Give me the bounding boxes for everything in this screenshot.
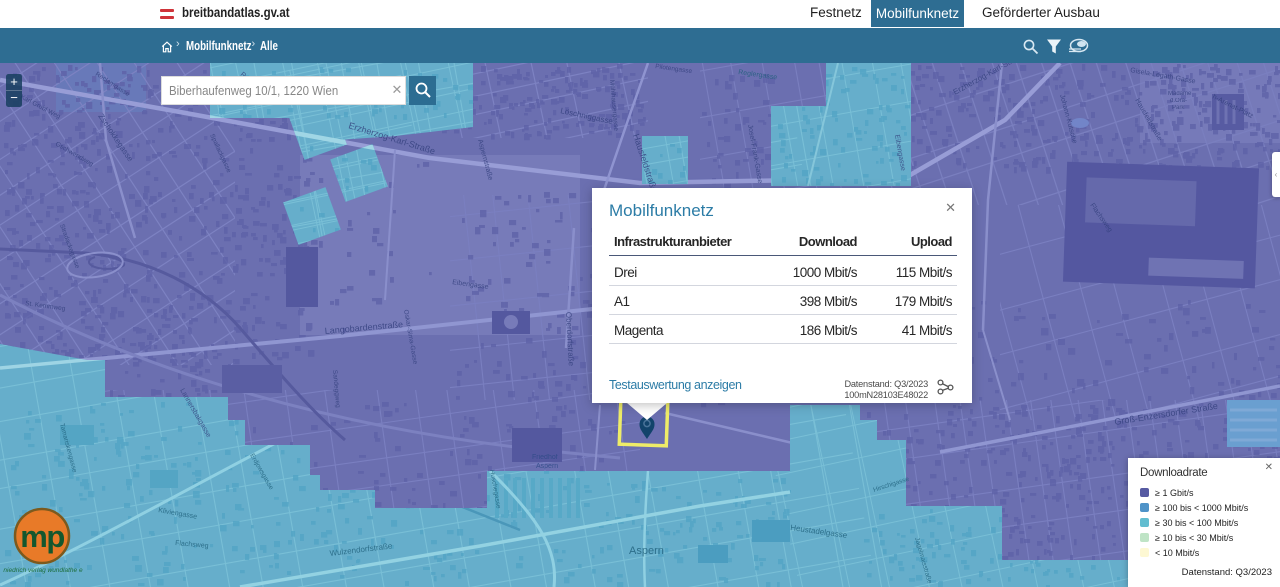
svg-text:niedrich verlag wundlathe e: niedrich verlag wundlathe e [3,567,83,574]
svg-text:mp: mp [20,519,64,554]
svg-text:Mühlhausergasse: Mühlhausergasse [608,80,619,132]
svg-text:Flachsweg: Flachsweg [175,540,209,550]
svg-text:Aspern: Aspern [536,463,558,470]
svg-text:Friedhof: Friedhof [532,454,558,461]
svg-text:Park: Park [1172,105,1185,111]
svg-text:Oberdorfstraße: Oberdorfstraße [564,312,576,367]
svg-text:Aspern: Aspern [629,545,664,557]
svg-text:Madame: Madame [1168,91,1192,97]
svg-text:Sandeggweg: Sandeggweg [331,370,341,409]
svg-text:d.Ora-: d.Ora- [1170,98,1187,104]
